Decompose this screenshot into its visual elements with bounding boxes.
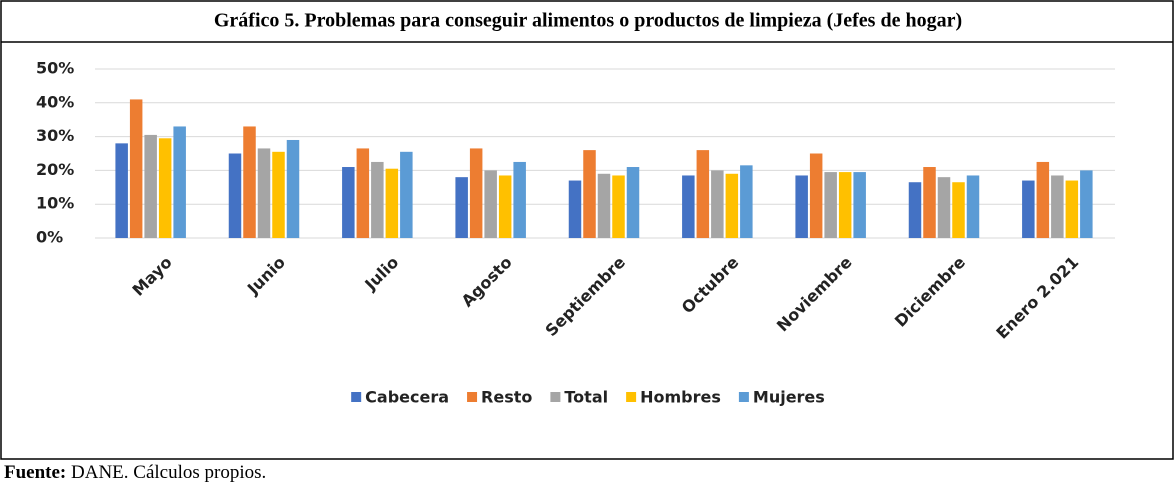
bar (272, 151, 285, 238)
x-tick-label: Septiembre (542, 252, 630, 340)
legend-swatch (626, 392, 637, 402)
footer-label: Fuente: (4, 462, 67, 483)
bar (824, 172, 837, 238)
footer-text: DANE. Cálculos propios. (71, 462, 267, 483)
chart-title: Gráfico 5. Problemas para conseguir alim… (214, 10, 962, 32)
bar (158, 138, 172, 238)
x-tick-label: Octubre (678, 252, 743, 317)
bar (243, 126, 256, 238)
x-tick-label: Agosto (458, 253, 516, 311)
bar (129, 99, 143, 238)
bar (1065, 180, 1079, 238)
bar (626, 167, 640, 238)
bar (838, 172, 852, 238)
legend-swatch (467, 392, 478, 402)
y-tick-label: 10% (36, 194, 74, 213)
x-tick-label: Junio (243, 253, 289, 299)
bar (498, 175, 512, 238)
x-tick-label: Julio (360, 253, 402, 295)
y-tick-label: 0% (36, 228, 63, 247)
chart: Gráfico 5. Problemas para conseguir alim… (0, 0, 1174, 460)
legend-label: Resto (481, 388, 532, 407)
bar (1080, 170, 1093, 238)
bar (1022, 180, 1035, 238)
x-tick-label: Diciembre (891, 252, 969, 330)
bar (173, 126, 186, 238)
bar (568, 180, 582, 238)
legend-swatch (351, 392, 362, 402)
legend-swatch (738, 392, 749, 402)
legend-label: Total (564, 388, 608, 407)
x-tick-label: Noviembre (773, 252, 856, 335)
y-tick-label: 50% (36, 59, 74, 78)
bar (1051, 175, 1064, 238)
bar (455, 177, 468, 238)
bar (809, 153, 823, 238)
bar (952, 182, 965, 238)
bar (583, 150, 596, 238)
y-tick-label: 30% (36, 126, 74, 145)
bar (371, 161, 384, 238)
bar (612, 175, 625, 238)
bar (257, 148, 271, 238)
bar (1036, 161, 1050, 238)
bar (513, 161, 526, 238)
bar (400, 151, 413, 238)
x-tick-label: Mayo (129, 253, 176, 300)
footer: Fuente: DANE. Cálculos propios. (4, 462, 266, 484)
bar (725, 173, 739, 238)
bar (923, 167, 936, 238)
legend-label: Hombres (640, 388, 721, 407)
bar (908, 182, 922, 238)
bar (115, 143, 128, 238)
frame (0, 0, 1174, 460)
bar (342, 167, 355, 238)
bar (286, 139, 300, 238)
bar (853, 172, 866, 238)
legend-label: Cabecera (365, 388, 449, 407)
bar (228, 153, 242, 238)
x-tick-label: Enero 2.021 (992, 253, 1082, 343)
legend-label: Mujeres (753, 388, 825, 407)
legend-swatch (550, 392, 561, 402)
bar (937, 177, 951, 238)
bar (696, 150, 710, 238)
bar (711, 170, 724, 238)
bar (356, 148, 370, 238)
y-tick-label: 40% (36, 92, 74, 111)
bar (966, 175, 980, 238)
bar (469, 148, 483, 238)
bar (484, 170, 497, 238)
y-tick-label: 20% (36, 160, 74, 179)
bar (740, 165, 753, 238)
bar (597, 173, 611, 238)
bar (795, 175, 808, 238)
bar (144, 134, 157, 238)
bar (682, 175, 695, 238)
bar (385, 168, 399, 238)
